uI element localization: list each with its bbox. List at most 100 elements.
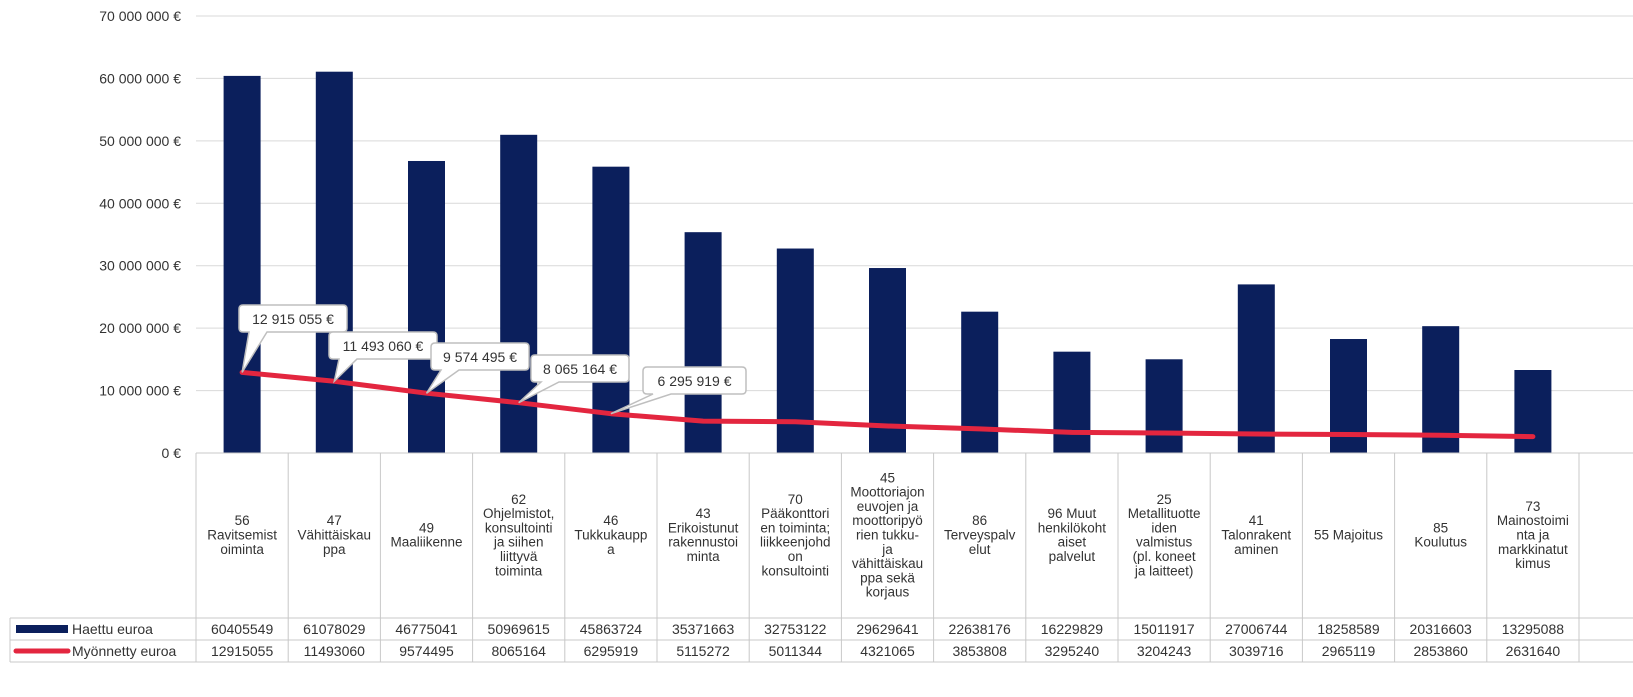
legend-label: Haettu euroa [72, 621, 153, 637]
table-value: 16229829 [1041, 621, 1104, 637]
table-value: 61078029 [303, 621, 366, 637]
y-tick-label: 10 000 000 € [99, 383, 181, 399]
callout-label: 8 065 164 € [543, 361, 617, 377]
category-label: a [607, 542, 615, 557]
table-value: 15011917 [1133, 621, 1194, 637]
category-label: 25 [1157, 492, 1172, 507]
bar [408, 160, 445, 453]
table-value: 22638176 [949, 621, 1012, 637]
category-label: 43 [696, 506, 711, 521]
bar [1053, 351, 1091, 453]
y-tick-label: 0 € [162, 445, 182, 461]
table-value: 12915055 [211, 643, 274, 659]
callout-label: 9 574 495 € [443, 349, 517, 365]
legend-label: Myönnetty euroa [72, 643, 176, 659]
table-value: 27006744 [1225, 621, 1288, 637]
bar [1514, 370, 1552, 453]
category-label: minta [687, 549, 721, 564]
data-table: 56Ravitsemistoiminta47Vähittäiskauppa49M… [9, 452, 1633, 663]
table-value: 29629641 [856, 621, 919, 637]
line-point [886, 424, 889, 428]
category-label: 96 Muut [1048, 506, 1097, 521]
table-value: 20316603 [1410, 621, 1473, 637]
category-label: Talonrakent [1221, 528, 1291, 543]
category-label: ja [881, 542, 893, 557]
category-label: 47 [327, 513, 342, 528]
category-label: korjaus [866, 585, 910, 600]
callout-box [610, 366, 747, 415]
category-label: 49 [419, 520, 434, 535]
table-value: 60405549 [211, 621, 274, 637]
category-label: (pl. koneet [1133, 549, 1196, 564]
category-label: nta ja [1516, 528, 1550, 543]
data-callouts: 12 915 055 € 11 493 060 € 9 574 495 € 8 065… [238, 304, 747, 415]
y-tick-label: 20 000 000 € [99, 320, 181, 336]
category-label: moottoripyö [852, 513, 923, 528]
line-point [793, 420, 797, 424]
category-label: valmistus [1136, 535, 1193, 550]
category-label: Metallituotte [1128, 506, 1201, 521]
line-point [1439, 433, 1443, 437]
category-label: 62 [511, 492, 526, 507]
table-value: 9574495 [399, 643, 454, 659]
category-label: liikkeenjohd [760, 535, 831, 550]
category-label: Maaliikenne [390, 535, 462, 550]
table-value: 50969615 [488, 621, 551, 637]
category-label: 73 [1525, 499, 1540, 514]
y-tick-label: 60 000 000 € [99, 70, 181, 86]
bar [776, 248, 814, 453]
callout-box [238, 304, 348, 373]
table-value: 3853808 [952, 643, 1007, 659]
category-label: toiminta [495, 563, 543, 578]
category-label: Tukkukaupp [574, 528, 647, 543]
category-label: Moottoriajon [850, 485, 924, 500]
category-label: aiset [1058, 535, 1087, 550]
bar [1237, 284, 1275, 453]
category-label: rien tukku- [856, 528, 919, 543]
bar [869, 268, 906, 453]
bar [223, 75, 261, 453]
category-label: Terveyspalv [944, 528, 1016, 543]
y-tick-label: 40 000 000 € [99, 195, 181, 211]
table-value: 5115272 [676, 643, 730, 659]
line-point [1347, 432, 1350, 436]
legend-key-bar [16, 625, 68, 633]
table-value: 35371663 [672, 621, 735, 637]
category-label: Vähittäiskau [298, 528, 372, 543]
table-value: 8065164 [491, 643, 546, 659]
category-label: liittyvä [500, 549, 538, 564]
category-label: 45 [880, 470, 895, 485]
line-point [978, 427, 982, 431]
line-point [701, 419, 705, 423]
category-label: 86 [972, 513, 987, 528]
callout-box [425, 342, 530, 394]
category-label: markkinatut [1498, 542, 1568, 557]
y-axis-tick-labels: 0 € 10 000 000 € 20 000 000 € 30 000 000 € 4… [99, 8, 181, 461]
table-value: 32753122 [764, 621, 827, 637]
category-label: Mainostoimi [1497, 513, 1569, 528]
callout-label: 12 915 055 € [252, 311, 334, 327]
bar [1422, 326, 1460, 453]
bar [1145, 359, 1183, 453]
category-label: 70 [788, 492, 803, 507]
line-point [1254, 432, 1258, 436]
table-value: 3039716 [1229, 643, 1284, 659]
category-label: oiminta [220, 542, 264, 557]
table-value: 11493060 [304, 643, 365, 659]
bar [592, 166, 630, 453]
category-label: palvelut [1049, 549, 1096, 564]
category-label: 41 [1249, 513, 1264, 528]
category-label: Pääkonttori [761, 506, 829, 521]
category-label: henkilökoht [1038, 520, 1107, 535]
category-label: konsultointi [485, 520, 553, 535]
table-value: 45863724 [580, 621, 643, 637]
category-label: 55 Majoitus [1314, 528, 1383, 543]
table-value: 13295088 [1502, 621, 1565, 637]
table-value: 2631640 [1506, 643, 1561, 659]
table-value: 5011344 [769, 643, 823, 659]
category-label: vähittäiskau [852, 556, 923, 571]
table-value: 6295919 [584, 643, 639, 659]
category-label: Koulutus [1414, 535, 1467, 550]
